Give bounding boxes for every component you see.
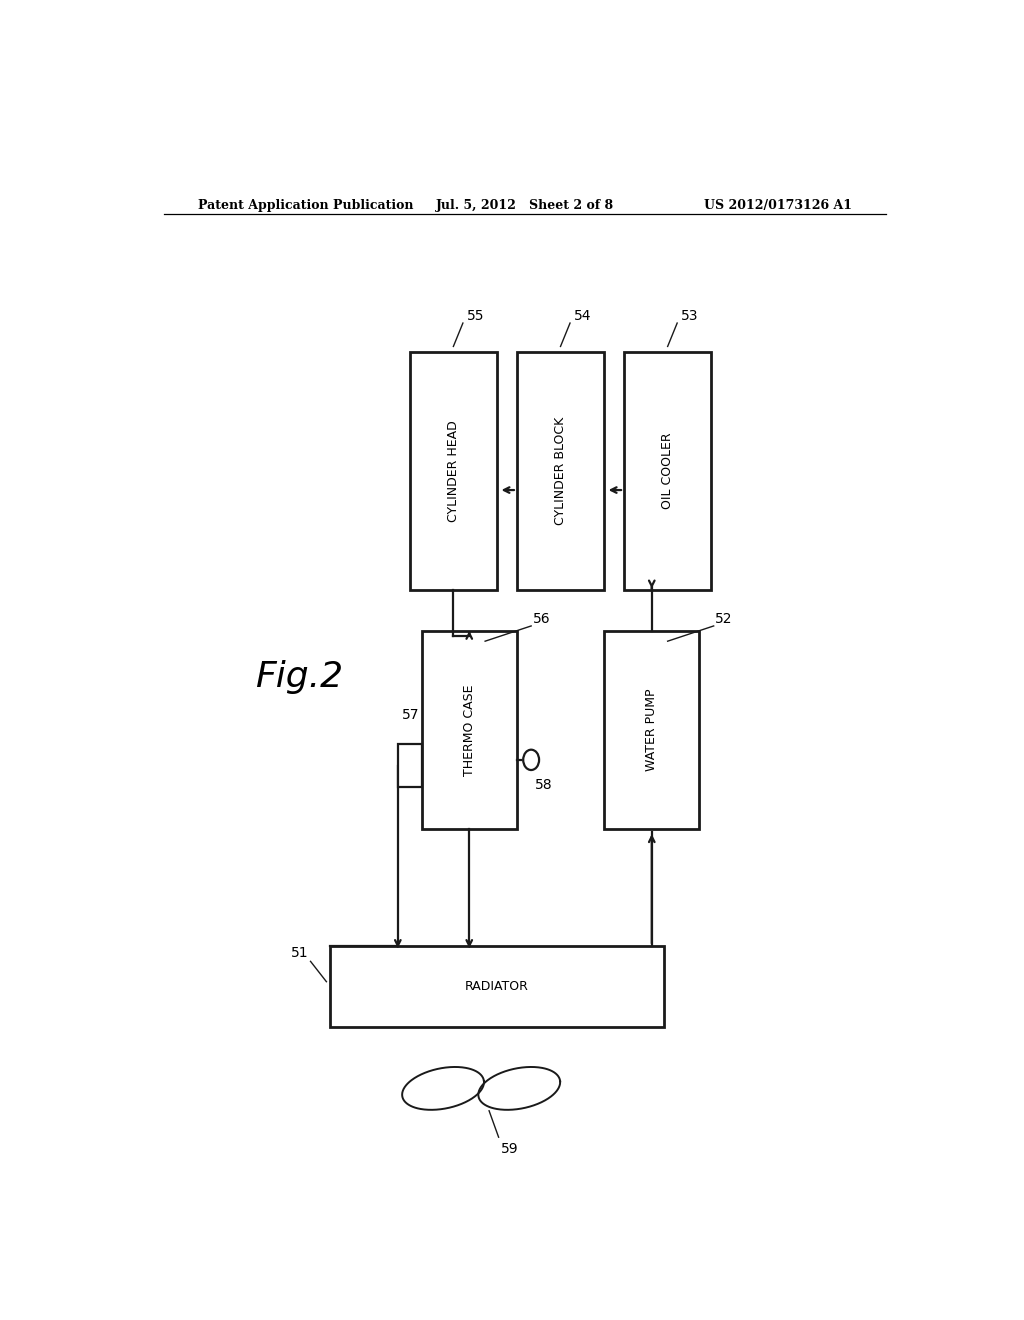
Text: 55: 55 [467, 309, 484, 323]
Text: 58: 58 [536, 779, 553, 792]
Text: RADIATOR: RADIATOR [465, 981, 529, 993]
Text: 56: 56 [532, 612, 550, 626]
Text: 52: 52 [715, 612, 733, 626]
Text: 51: 51 [291, 946, 308, 961]
Bar [422, 631, 517, 829]
Text: 54: 54 [574, 309, 592, 323]
Text: CYLINDER BLOCK: CYLINDER BLOCK [554, 417, 567, 525]
Text: WATER PUMP: WATER PUMP [645, 689, 658, 771]
Bar [397, 744, 422, 787]
Text: Fig.2: Fig.2 [255, 660, 343, 694]
Circle shape [523, 750, 539, 770]
Bar [517, 351, 604, 590]
Bar [331, 946, 664, 1027]
Text: THERMO CASE: THERMO CASE [463, 684, 476, 776]
Text: 53: 53 [681, 309, 698, 323]
Text: 59: 59 [501, 1142, 518, 1156]
Text: Patent Application Publication: Patent Application Publication [198, 199, 414, 213]
Text: Jul. 5, 2012   Sheet 2 of 8: Jul. 5, 2012 Sheet 2 of 8 [436, 199, 613, 213]
Bar [410, 351, 497, 590]
Bar [604, 631, 699, 829]
Text: 57: 57 [401, 708, 419, 722]
Text: CYLINDER HEAD: CYLINDER HEAD [446, 420, 460, 521]
Text: US 2012/0173126 A1: US 2012/0173126 A1 [703, 199, 852, 213]
Text: OIL COOLER: OIL COOLER [662, 433, 674, 510]
Bar [624, 351, 712, 590]
